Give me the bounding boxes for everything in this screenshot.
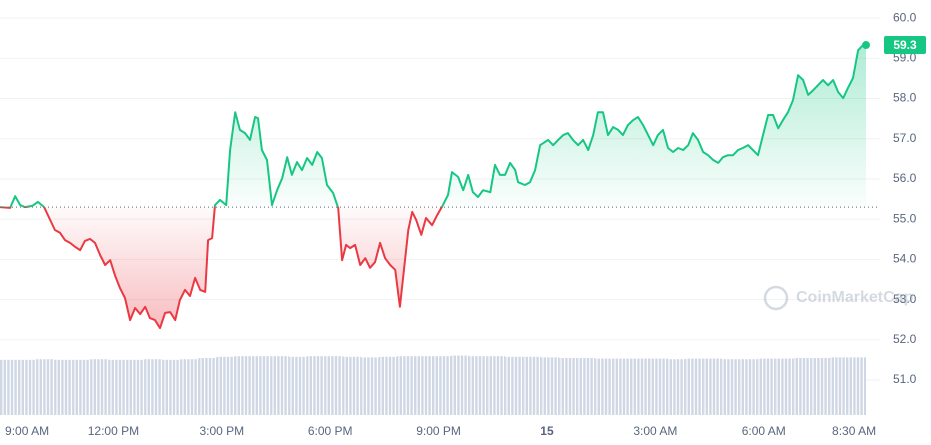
y-tick-label: 58.0 <box>893 91 917 105</box>
x-tick-label: 8:30 AM <box>832 424 876 438</box>
x-tick-label: 3:00 PM <box>199 424 244 438</box>
y-tick-label: 52.0 <box>893 332 917 346</box>
y-tick-label: 51.0 <box>893 372 917 386</box>
y-tick-label: 56.0 <box>893 171 917 185</box>
x-tick-label: 6:00 AM <box>742 424 786 438</box>
watermark-text: CoinMarketCap <box>796 289 914 306</box>
y-tick-label: 57.0 <box>893 131 917 145</box>
x-tick-label: 3:00 AM <box>633 424 677 438</box>
y-tick-label: 54.0 <box>893 252 917 266</box>
x-tick-label: 9:00 AM <box>5 424 49 438</box>
last-point <box>862 41 870 50</box>
x-tick-label: 15 <box>540 424 554 438</box>
area <box>0 45 866 329</box>
y-tick-label: 60.0 <box>893 10 917 24</box>
price-line <box>0 44 866 330</box>
plot <box>0 44 866 330</box>
price-tag-bg <box>884 36 926 55</box>
x-tick-label: 12:00 PM <box>88 424 139 438</box>
x-tick-label: 9:00 PM <box>416 424 461 438</box>
y-tick-label: 53.0 <box>893 292 917 306</box>
watermark: CoinMarketCap <box>763 285 914 311</box>
y-tick-label: 55.0 <box>893 211 917 225</box>
x-tick-label: 6:00 PM <box>308 424 353 438</box>
price-tag: 59.3 <box>893 38 917 52</box>
watermark-logo <box>763 285 789 311</box>
